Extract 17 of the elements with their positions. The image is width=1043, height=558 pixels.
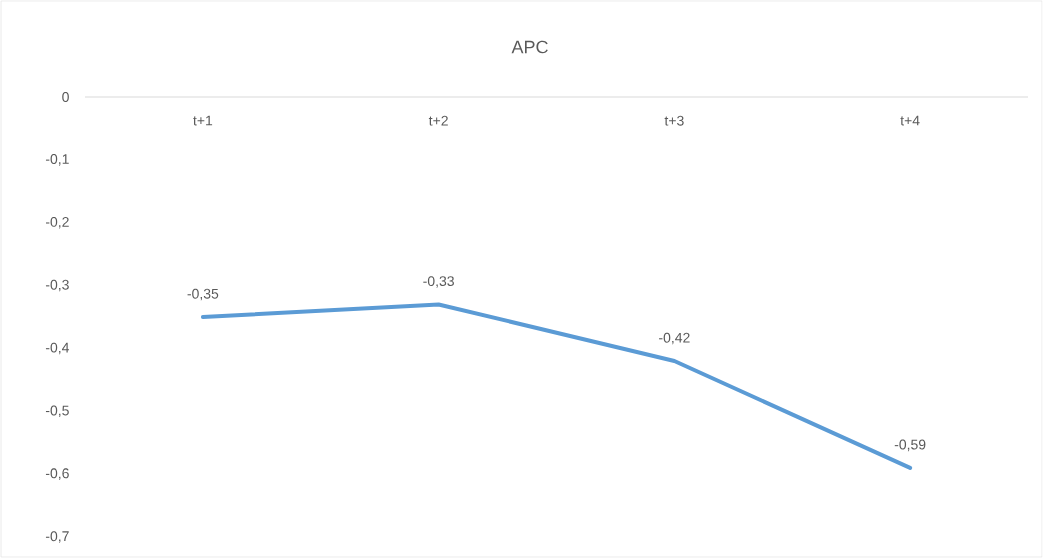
- x-tick-label: t+2: [428, 115, 448, 126]
- x-tick-label: t+4: [900, 115, 920, 126]
- x-tick-label: t+3: [664, 115, 684, 126]
- chart-title: APC: [511, 40, 548, 54]
- y-tick-label: -0,3: [45, 279, 69, 292]
- y-tick-label: -0,7: [45, 531, 69, 543]
- y-tick-label: 0: [62, 92, 69, 102]
- y-tick-label: -0,2: [45, 216, 69, 229]
- data-label: -0,59: [894, 439, 926, 452]
- x-tick-label: t+1: [193, 115, 213, 126]
- y-tick-label: -0,1: [45, 154, 69, 166]
- data-label: -0,42: [659, 332, 690, 345]
- data-label: -0,33: [423, 276, 454, 288]
- y-tick-label: -0,5: [45, 405, 69, 418]
- y-tick-label: -0,6: [45, 468, 69, 480]
- data-label: -0,35: [187, 288, 219, 301]
- y-tick-label: -0,4: [45, 342, 70, 355]
